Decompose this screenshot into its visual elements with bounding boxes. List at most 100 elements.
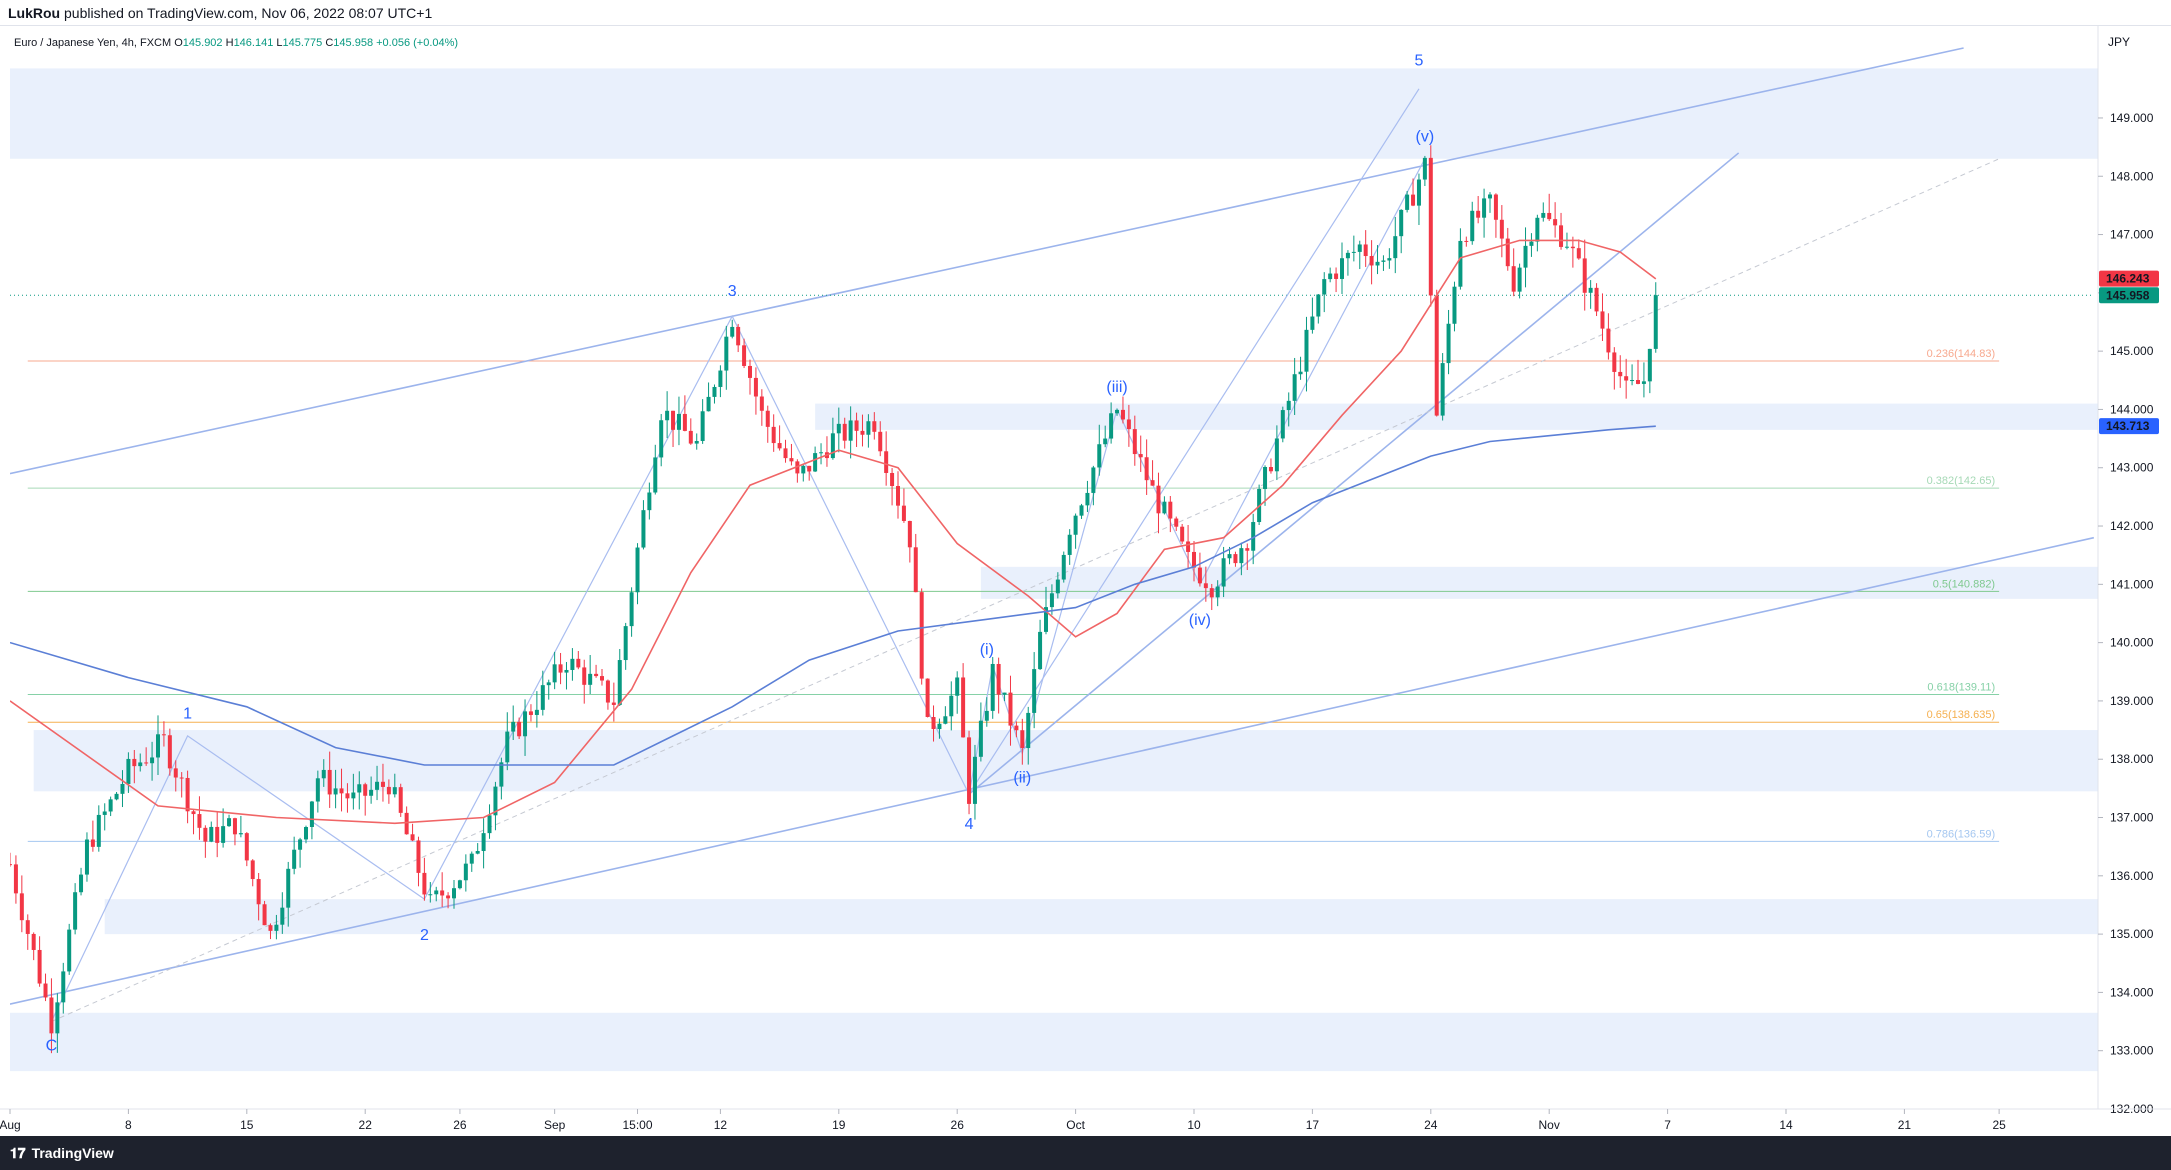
channel-trend-line bbox=[10, 47, 1964, 475]
candle-body bbox=[1505, 238, 1510, 267]
candle-body bbox=[505, 731, 510, 763]
candle-body bbox=[641, 510, 646, 548]
candle-body bbox=[1286, 400, 1291, 411]
candle-body bbox=[422, 872, 427, 895]
candle-body bbox=[475, 851, 480, 854]
candle-body bbox=[558, 664, 563, 673]
candle-body bbox=[1340, 258, 1344, 279]
candle-body bbox=[1541, 212, 1546, 218]
candle-body bbox=[493, 786, 498, 816]
elliott-wave-label: 2 bbox=[420, 927, 429, 944]
candle-body bbox=[783, 448, 788, 459]
candle-body bbox=[1576, 248, 1581, 259]
candle-body bbox=[552, 664, 557, 683]
candle-body bbox=[410, 834, 415, 841]
candle-body bbox=[244, 833, 249, 861]
candle-body bbox=[842, 423, 847, 441]
candle-body bbox=[43, 983, 48, 998]
candle-body bbox=[730, 326, 735, 337]
elliott-wave-label: 4 bbox=[965, 816, 974, 833]
candle-body bbox=[221, 826, 226, 843]
candle-body bbox=[836, 423, 841, 434]
candle-body bbox=[1292, 374, 1297, 401]
candle-body bbox=[600, 676, 604, 681]
candle-body bbox=[611, 702, 616, 705]
candle-body bbox=[274, 924, 279, 931]
candle-body bbox=[801, 465, 806, 474]
publisher-name[interactable]: LukRou bbox=[8, 5, 61, 21]
candle-body bbox=[1280, 410, 1285, 439]
candle-body bbox=[457, 880, 462, 889]
price-tick-label: 143.000 bbox=[2110, 461, 2154, 475]
candle-body bbox=[1268, 467, 1273, 472]
candle-body bbox=[1215, 586, 1220, 598]
candle-body bbox=[588, 673, 593, 685]
candle-body bbox=[55, 1002, 60, 1034]
time-tick-label: 14 bbox=[1779, 1118, 1793, 1132]
candle-body bbox=[1470, 210, 1475, 242]
price-marker-label: 145.958 bbox=[2106, 288, 2150, 302]
candle-body bbox=[967, 737, 972, 804]
candle-body bbox=[718, 370, 723, 387]
candle-body bbox=[1570, 246, 1575, 249]
candle-body bbox=[653, 457, 658, 493]
candle-body bbox=[416, 840, 421, 873]
time-tick-label: 21 bbox=[1898, 1118, 1912, 1132]
price-chart[interactable]: C12345(i)(ii)(iii)(iv)(v)0.236(144.83)0.… bbox=[0, 26, 2171, 1136]
time-tick-label: Nov bbox=[1539, 1118, 1560, 1132]
candle-body bbox=[108, 799, 113, 812]
elliott-wave-label: C bbox=[46, 1038, 58, 1055]
candle-body bbox=[819, 452, 824, 454]
tradingview-logo-icon[interactable]: 𝟏𝟕 bbox=[10, 1145, 26, 1161]
candle-body bbox=[1197, 567, 1202, 584]
candle-body bbox=[173, 768, 178, 778]
candle-body bbox=[363, 784, 368, 796]
candle-body bbox=[671, 410, 676, 430]
candle-body bbox=[1393, 236, 1398, 259]
candle-body bbox=[1150, 480, 1155, 486]
candle-body bbox=[31, 933, 36, 950]
candle-body bbox=[392, 787, 397, 795]
price-tick-label: 138.000 bbox=[2110, 752, 2154, 766]
candle-body bbox=[700, 411, 705, 441]
candle-body bbox=[1014, 725, 1019, 731]
candle-body bbox=[594, 673, 599, 677]
symbol-legend-part: C bbox=[325, 37, 333, 49]
channel-trend-line bbox=[10, 536, 2095, 1005]
candle-body bbox=[1138, 454, 1143, 458]
price-tick-label: 139.000 bbox=[2110, 694, 2154, 708]
symbol-legend-part: 145.958 bbox=[333, 37, 376, 49]
candle-body bbox=[1416, 179, 1421, 206]
candle-body bbox=[19, 893, 24, 921]
candle-body bbox=[404, 812, 409, 835]
candle-body bbox=[1363, 244, 1368, 257]
elliott-wave-label: 3 bbox=[728, 283, 737, 300]
moving-average-line bbox=[10, 239, 1657, 825]
candle-body bbox=[978, 720, 983, 757]
candle-body bbox=[13, 864, 18, 894]
candle-body bbox=[487, 815, 492, 834]
fib-level-label: 0.618(139.11) bbox=[1927, 682, 1995, 694]
candle-body bbox=[748, 365, 752, 378]
candle-body bbox=[132, 758, 137, 767]
candle-body bbox=[996, 663, 1001, 695]
fib-level-label: 0.786(136.59) bbox=[1927, 828, 1996, 840]
candle-body bbox=[860, 430, 865, 435]
candle-body bbox=[676, 413, 681, 430]
candle-body bbox=[1073, 515, 1078, 535]
candle-body bbox=[694, 440, 699, 444]
candle-body bbox=[1618, 371, 1623, 377]
candle-body bbox=[126, 758, 131, 785]
candle-body bbox=[1263, 467, 1268, 490]
candle-body bbox=[386, 786, 391, 795]
tradingview-brand[interactable]: TradingView bbox=[31, 1145, 114, 1161]
candle-body bbox=[901, 505, 906, 521]
candle-body bbox=[84, 839, 89, 875]
candle-body bbox=[1499, 219, 1504, 239]
candle-body bbox=[635, 547, 640, 593]
elliott-wave-label: (i) bbox=[980, 641, 994, 658]
candle-body bbox=[830, 433, 835, 459]
candle-body bbox=[1079, 505, 1084, 516]
elliott-wave-label: 5 bbox=[1415, 52, 1424, 69]
candle-body bbox=[150, 757, 155, 764]
